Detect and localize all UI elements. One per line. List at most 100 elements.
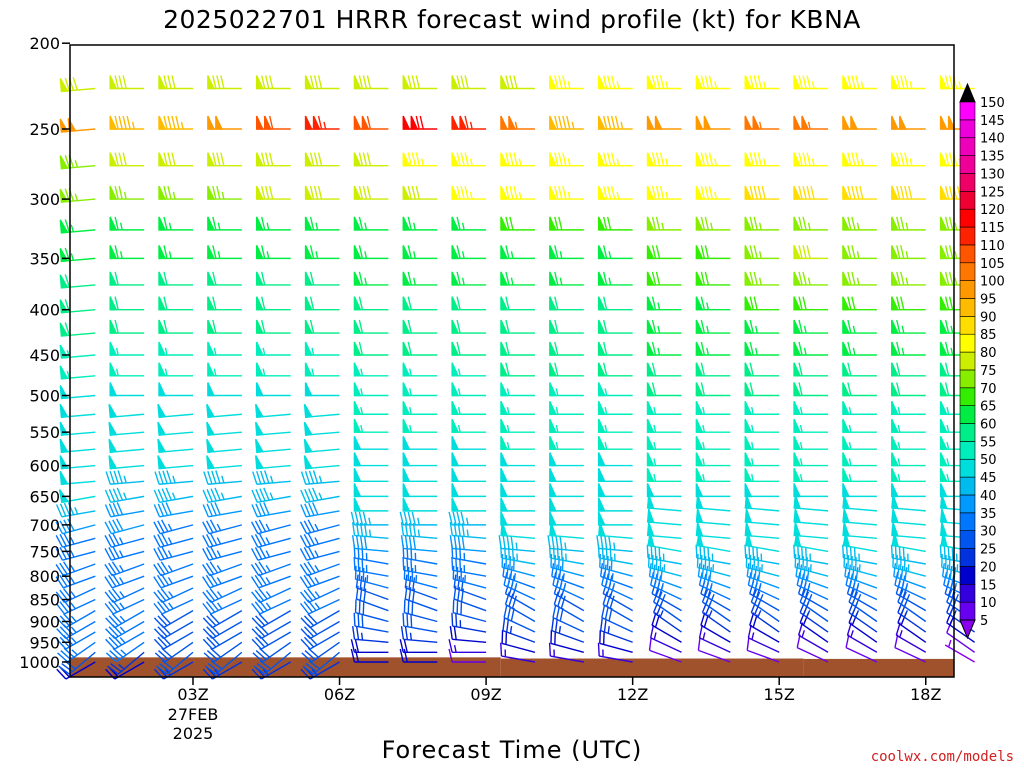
- wind-barb: [353, 544, 389, 565]
- wind-barb: [351, 535, 389, 553]
- colorbar-label: 130: [980, 167, 1005, 182]
- wind-barb: [451, 271, 487, 286]
- wind-barb: [353, 468, 389, 482]
- wind-barb: [451, 362, 487, 377]
- wind-barb: [551, 617, 585, 643]
- wind-barb: [646, 544, 682, 565]
- wind-barb: [104, 502, 145, 518]
- wind-barb: [842, 483, 877, 498]
- y-tick-label: 550: [29, 423, 60, 442]
- colorbar-swatch: [959, 155, 976, 174]
- wind-barb: [354, 599, 389, 623]
- wind-barb: [744, 382, 780, 397]
- x-tick-label: 12Z: [617, 685, 648, 704]
- wind-barb: [256, 341, 291, 356]
- wind-barb: [891, 245, 926, 260]
- y-tick-label: 500: [29, 387, 60, 406]
- color-bar: 5 10 15 20 25 30 35 40 45 50 55 60 65 70 75 80 85 90 95 100…: [959, 82, 1005, 640]
- wind-barb: [158, 341, 193, 356]
- wind-barb: [153, 502, 194, 518]
- wind-barb: [842, 508, 877, 526]
- wind-barb: [158, 152, 193, 167]
- wind-barb: [500, 497, 535, 512]
- wind-barb: [500, 362, 535, 377]
- wind-barb: [939, 296, 975, 311]
- wind-barb: [55, 532, 96, 548]
- wind-barb: [695, 494, 731, 512]
- wind-barb: [203, 641, 243, 663]
- wind-barb: [109, 319, 145, 334]
- y-tick-label: 900: [29, 612, 60, 631]
- wind-barb: [202, 546, 243, 561]
- wind-barb: [842, 152, 877, 167]
- wind-barb: [207, 216, 242, 231]
- colorbar-swatch: [959, 351, 976, 371]
- wind-barb: [304, 152, 340, 167]
- wind-barb: [597, 435, 633, 450]
- wind-barb: [796, 634, 829, 663]
- wind-barb: [793, 185, 829, 200]
- wind-barb: [602, 591, 634, 623]
- wind-barb: [451, 468, 487, 482]
- wind-barb: [204, 651, 243, 675]
- y-tick-label: 850: [29, 591, 60, 610]
- wind-barb: [451, 75, 487, 90]
- wind-barb: [600, 563, 633, 589]
- wind-barb: [597, 115, 633, 130]
- colorbar-label: 50: [980, 453, 997, 468]
- wind-barb: [749, 612, 780, 643]
- wind-barb: [500, 483, 535, 498]
- wind-barb: [695, 382, 731, 397]
- wind-barb: [304, 296, 340, 311]
- colorbar-label: 80: [980, 346, 997, 361]
- colorbar-swatch: [959, 405, 976, 424]
- wind-barb: [652, 589, 682, 623]
- colorbar-label: 75: [980, 364, 997, 379]
- y-tick-label: 400: [29, 301, 60, 320]
- wind-barb: [448, 648, 487, 663]
- wind-barb: [400, 535, 438, 553]
- colorbar-bottom-arrow: [959, 619, 976, 640]
- wind-barb: [253, 651, 292, 675]
- terrain-block: [803, 658, 954, 677]
- wind-barb: [646, 75, 682, 90]
- wind-barb: [547, 535, 584, 553]
- wind-barb: [153, 598, 194, 615]
- wind-barb: [597, 642, 633, 663]
- wind-barb: [254, 455, 291, 470]
- wind-barb: [304, 382, 340, 397]
- wind-barb: [844, 563, 878, 589]
- wind-barb: [155, 651, 194, 675]
- y-tick-label: 600: [29, 457, 60, 476]
- wind-barb: [105, 470, 145, 485]
- y-tick-label: 800: [29, 567, 60, 586]
- wind-barb: [448, 639, 487, 653]
- wind-barb: [549, 452, 584, 467]
- wind-barb: [695, 452, 731, 467]
- wind-barb: [353, 483, 389, 498]
- wind-barb: [500, 185, 535, 200]
- wind-barb: [891, 418, 926, 433]
- wind-barb: [451, 185, 487, 200]
- wind-barb: [646, 362, 682, 377]
- colorbar-swatch: [959, 316, 976, 335]
- wind-barb: [746, 637, 780, 663]
- credit-text: coolwx.com/models: [871, 749, 1014, 765]
- wind-barb: [744, 483, 780, 498]
- wind-barb: [251, 487, 291, 503]
- y-tick-label: 450: [29, 346, 60, 365]
- wind-barb: [601, 604, 633, 633]
- wind-barb: [402, 452, 438, 467]
- wind-barb: [304, 185, 340, 200]
- wind-barb: [105, 641, 145, 663]
- wind-barbs: [55, 75, 976, 680]
- wind-barb: [207, 115, 242, 130]
- colorbar-label: 15: [980, 578, 997, 593]
- wind-barb: [498, 535, 536, 553]
- wind-barb: [500, 642, 536, 663]
- wind-barb: [158, 296, 193, 311]
- wind-barb: [891, 319, 926, 334]
- wind-barb: [695, 418, 731, 433]
- wind-barb: [744, 296, 780, 311]
- wind-barb: [799, 589, 829, 623]
